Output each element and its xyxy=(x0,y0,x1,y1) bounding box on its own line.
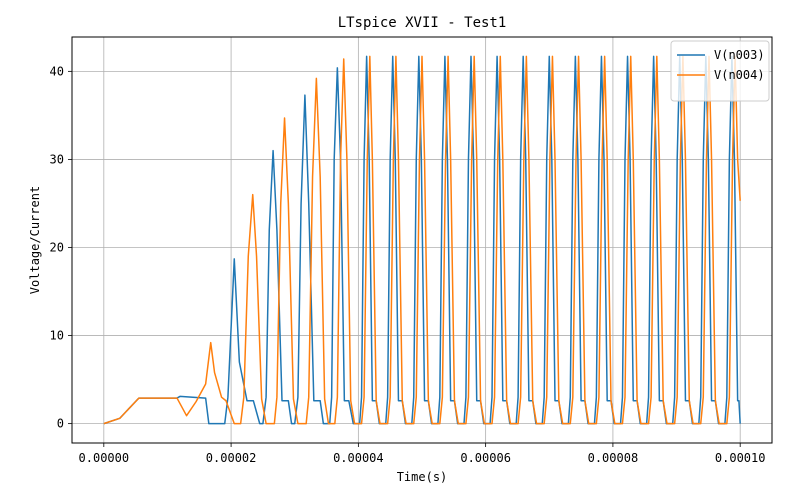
legend: V(n003) V(n004) xyxy=(670,40,770,102)
y-tick-label: 40 xyxy=(50,64,64,78)
chart-title: LTspice XVII - Test1 xyxy=(338,15,507,31)
x-tick-label: 0.00008 xyxy=(588,451,639,465)
legend-label-1: V(n003) xyxy=(714,48,765,62)
x-tick-label: 0.00006 xyxy=(460,451,511,465)
x-axis-ticks: 0.00000 0.00002 0.00004 0.00006 0.00008 0.000… xyxy=(79,443,766,465)
x-tick-label: 0.00000 xyxy=(79,451,130,465)
y-tick-label: 30 xyxy=(50,152,64,166)
x-tick-label: 0.00004 xyxy=(333,451,384,465)
series-line-1 xyxy=(103,55,741,425)
x-tick-label: 0.00002 xyxy=(206,451,257,465)
x-axis-label: Time(s) xyxy=(397,470,448,484)
y-axis-label: Voltage/Current xyxy=(28,186,42,294)
y-axis-ticks: 0 10 20 30 40 xyxy=(50,64,72,431)
series-line-2 xyxy=(103,55,741,425)
legend-label-2: V(n004) xyxy=(714,68,765,82)
series-lines xyxy=(103,55,741,425)
legend-box xyxy=(670,40,770,102)
y-tick-label: 0 xyxy=(57,417,64,431)
x-tick-label: 0.00010 xyxy=(715,451,766,465)
y-tick-label: 20 xyxy=(50,240,64,254)
y-tick-label: 10 xyxy=(50,329,64,343)
plot-frame xyxy=(71,36,773,444)
